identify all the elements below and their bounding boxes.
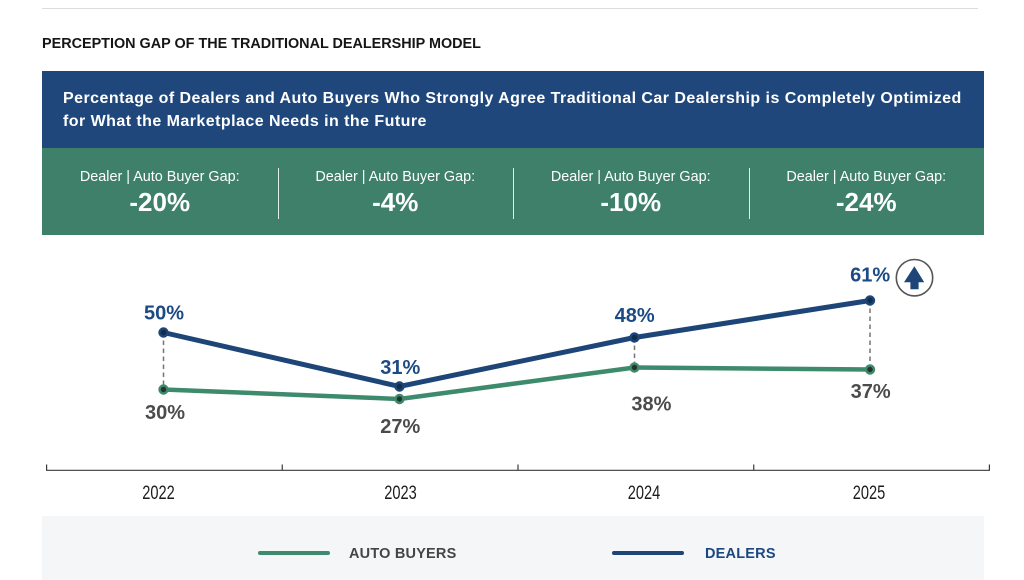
svg-text:31%: 31%	[380, 357, 420, 379]
svg-text:27%: 27%	[380, 416, 420, 438]
svg-text:61%: 61%	[850, 265, 890, 287]
svg-text:2025: 2025	[853, 481, 886, 504]
svg-text:2022: 2022	[142, 481, 175, 504]
svg-text:50%: 50%	[144, 303, 184, 325]
svg-text:38%: 38%	[631, 394, 671, 416]
svg-text:48%: 48%	[615, 305, 655, 327]
svg-text:37%: 37%	[851, 381, 891, 403]
svg-text:2024: 2024	[628, 481, 661, 504]
svg-text:30%: 30%	[145, 402, 185, 424]
svg-text:2023: 2023	[384, 481, 417, 504]
